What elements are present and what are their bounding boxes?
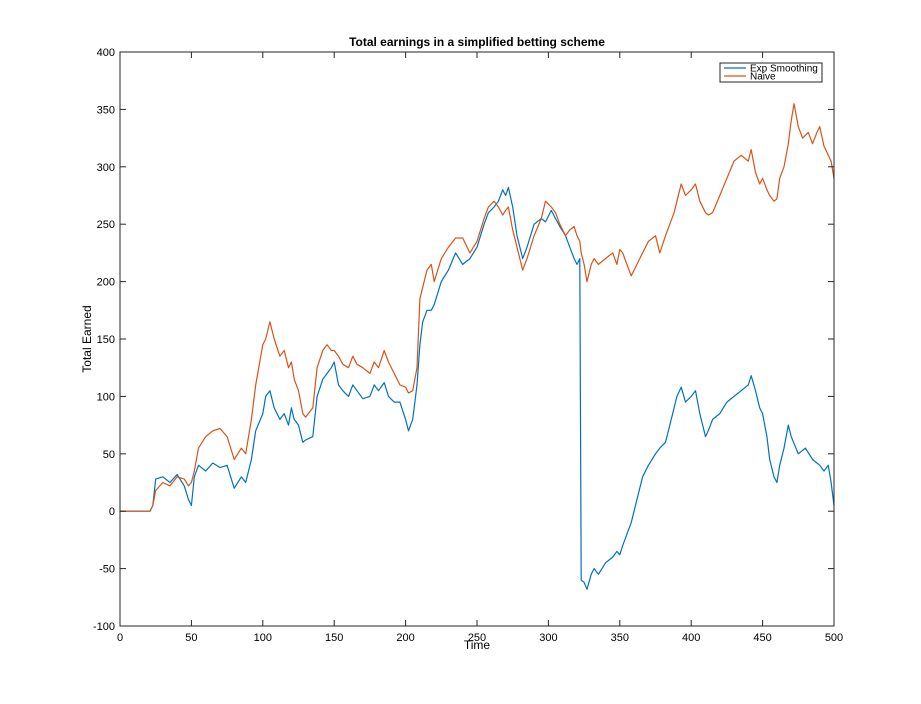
x-tick-label: 450 (753, 632, 771, 644)
y-axis-label: Total Earned (80, 305, 94, 372)
y-tick-label: 0 (109, 506, 115, 518)
y-tick-label: 400 (97, 47, 115, 59)
series-line-0 (120, 186, 835, 590)
chart-title: Total earnings in a simplified betting s… (349, 35, 605, 49)
x-tick-label: 300 (539, 632, 557, 644)
legend-label-1: Naive (750, 72, 776, 83)
y-tick-label: 150 (97, 334, 115, 346)
y-tick-label: -100 (93, 621, 115, 633)
x-axis-label: Time (464, 638, 491, 652)
y-tick-label: 300 (97, 162, 115, 174)
y-tick-label: -50 (99, 564, 115, 576)
x-tick-label: 0 (117, 632, 123, 644)
x-tick-label: 250 (468, 632, 486, 644)
x-tick-label: 350 (611, 632, 629, 644)
series-layer (120, 103, 835, 590)
series-line-1 (120, 103, 835, 512)
y-tick-label: 350 (97, 104, 115, 116)
x-tick-label: 200 (396, 632, 414, 644)
y-tick-label: 200 (97, 277, 115, 289)
legend-label-0: Exp Smoothing (750, 64, 818, 75)
x-tick-label: 150 (325, 632, 343, 644)
x-tick-label: 400 (682, 632, 700, 644)
y-tick-label: 50 (103, 449, 115, 461)
x-tick-label: 100 (254, 632, 272, 644)
y-tick-label: 100 (97, 391, 115, 403)
plot-area (120, 52, 834, 626)
y-tick-label: 250 (97, 219, 115, 231)
ticks-layer: 0 50 100 150 200 250 300 350 400 450 500 -100 -50 0 50… (93, 47, 843, 644)
x-tick-label: 500 (825, 632, 843, 644)
x-tick-label: 50 (185, 632, 197, 644)
